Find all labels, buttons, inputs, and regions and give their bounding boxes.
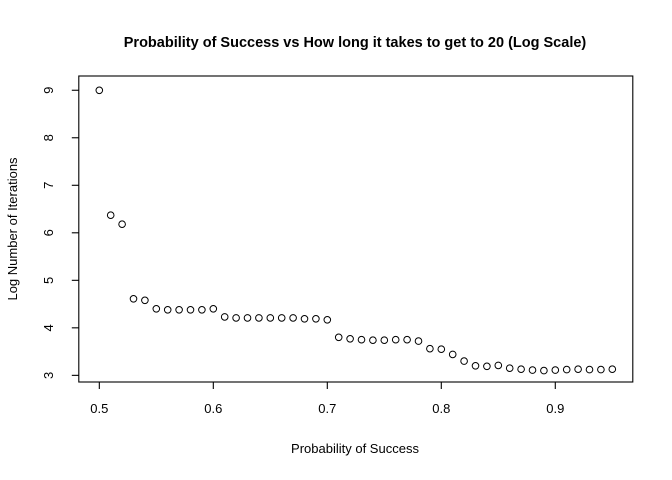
data-point [597,365,605,374]
x-tick-label: 0.8 [432,401,450,416]
y-axis-label: Log Number of Iterations [5,157,20,301]
data-point [574,365,582,374]
data-point [391,335,400,344]
data-point [243,314,252,322]
data-point [608,365,617,374]
data-point [129,295,138,303]
y-tick-label: 8 [41,134,56,141]
chart-title: Probability of Success vs How long it ta… [124,35,587,51]
data-point [255,314,263,322]
data-point [209,305,218,313]
data-point [163,306,172,314]
data-point [232,314,240,322]
data-point [505,364,514,373]
data-point [403,335,411,344]
data-point [312,315,320,323]
data-point [471,362,480,370]
data-point [346,335,354,343]
data-point [220,313,229,321]
data-point [551,366,560,374]
x-tick-label: 0.6 [204,401,222,416]
data-point [494,361,503,370]
data-point [266,314,275,322]
data-point [357,335,366,344]
data-point [334,333,343,342]
y-tick-label: 3 [41,372,56,379]
data-point [186,306,195,314]
y-tick-label: 6 [41,229,56,236]
data-point [380,336,389,345]
x-tick-label: 0.9 [546,401,564,416]
data-point [198,306,206,314]
data-point [460,357,468,365]
data-point [369,336,377,345]
y-axis: 3 4 5 6 7 8 9 [41,87,79,379]
data-point [528,366,537,374]
data-point [483,362,491,371]
data-point [141,296,149,305]
data-point [323,316,332,324]
y-tick-label: 7 [41,182,56,189]
y-tick-label: 4 [41,324,56,331]
data-point [426,344,434,353]
data-point [95,86,104,95]
x-tick-label: 0.7 [318,401,336,416]
y-tick-label: 5 [41,277,56,284]
data-point [585,365,594,374]
data-point [106,211,115,219]
data-point [540,366,548,375]
data-point [437,345,446,354]
data-point [300,315,309,323]
data-point [118,220,126,228]
data-point [562,365,571,374]
data-point [448,350,457,359]
x-axis-label: Probability of Success [291,441,419,456]
data-point [289,314,297,322]
data-point [277,314,286,322]
x-tick-label: 0.5 [90,401,108,416]
data-point [414,337,423,345]
data-point [152,305,161,313]
data-point [517,365,525,374]
data-point [175,306,183,314]
y-tick-label: 9 [41,87,56,94]
plot-area-border [78,75,634,383]
x-axis: 0.5 0.6 0.7 0.8 0.9 [90,382,564,416]
data-points-layer [95,86,617,375]
